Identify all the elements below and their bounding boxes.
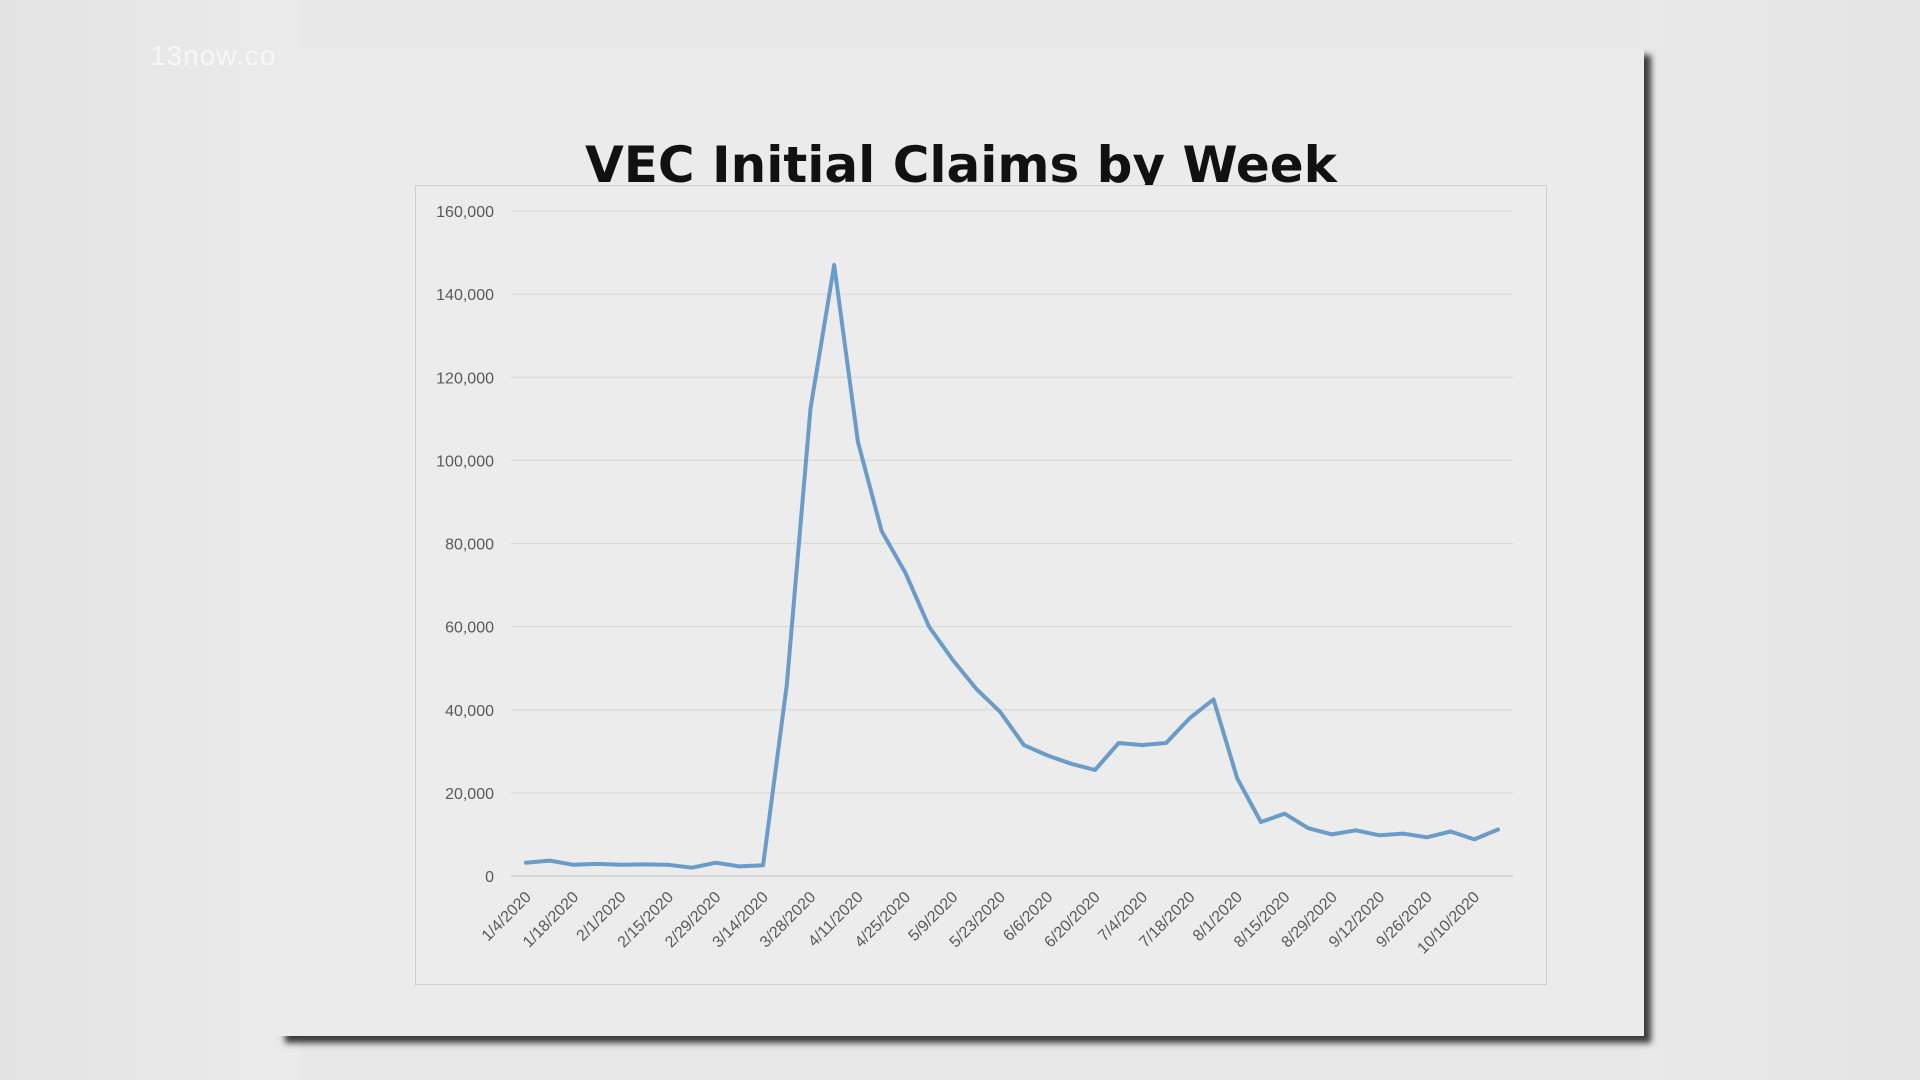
data-point [1472,837,1477,842]
data-point [1282,811,1287,816]
presentation-slide: VEC Initial Claims by Week 0 20,000 40,000… [278,48,1644,1036]
data-point [856,439,860,444]
data-point [619,862,623,867]
background-left [0,0,300,1080]
data-point [903,570,908,575]
data-point [1425,835,1429,840]
claims-series-line [524,263,1500,870]
y-tick-label: 100,000 [436,453,494,470]
data-point [761,863,765,867]
data-point [1377,833,1382,838]
data-point [595,862,599,866]
line-chart: 0 20,000 40,000 60,000 80,000 100,000 120,000 1… [436,204,1513,957]
chart-title: VEC Initial Claims by Week [585,136,1337,194]
data-point [879,529,884,533]
data-point [666,862,671,867]
station-watermark: 13now.com [150,40,301,71]
data-point [690,865,694,870]
data-point [950,658,955,662]
y-tick-label: 0 [485,869,494,886]
data-point [1259,820,1263,824]
y-tick-label: 40,000 [445,703,494,720]
data-point [1306,826,1311,831]
data-point [784,683,789,687]
data-point [1022,743,1026,747]
data-point [927,624,931,629]
data-point [1069,761,1074,766]
data-point [1448,829,1453,834]
data-point [998,710,1002,714]
data-point [737,864,742,869]
y-tick-label: 160,000 [436,204,494,221]
data-point [1330,832,1334,837]
data-point [832,263,836,267]
data-point [524,860,528,865]
y-tick-label: 20,000 [445,786,494,803]
chart-area: 0 20,000 40,000 60,000 80,000 100,000 120,000 1… [415,185,1547,985]
data-point [571,862,576,867]
data-point [713,860,718,865]
data-point [642,862,647,867]
data-point [1164,741,1168,745]
y-tick-label: 140,000 [436,287,494,304]
data-point [974,687,979,691]
data-point [1211,697,1216,702]
data-point [547,858,552,863]
data-point [1188,716,1192,720]
y-tick-label: 80,000 [445,537,494,554]
data-point [808,406,813,411]
data-point [1235,776,1240,781]
data-point [1401,831,1405,836]
data-point [1140,743,1145,747]
data-point [1045,753,1050,758]
y-tick-label: 60,000 [445,620,494,637]
y-tick-label: 120,000 [436,370,494,387]
data-point [1353,828,1358,833]
data-point [1496,827,1500,832]
background-right [1640,0,1920,1080]
data-point [1093,768,1097,772]
data-point [1116,741,1121,745]
